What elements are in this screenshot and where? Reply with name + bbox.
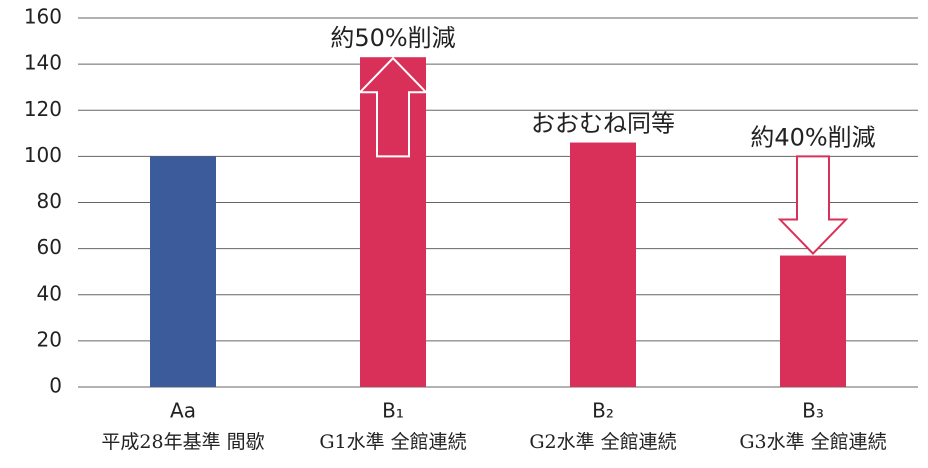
- x-tick-sublabel: G3水準 全館連続: [739, 431, 886, 453]
- annotation: 約40%削減: [750, 123, 875, 151]
- y-tick-label: 60: [37, 235, 62, 259]
- bar: [780, 255, 846, 387]
- y-tick-label: 40: [37, 281, 62, 305]
- x-tick-label: B₂: [592, 399, 614, 423]
- y-tick-label: 160: [24, 5, 62, 29]
- annotation: おおむね同等: [531, 110, 675, 138]
- arrow: [357, 56, 429, 158]
- y-tick-label: 100: [24, 143, 62, 167]
- x-tick-label: Aa: [170, 399, 196, 423]
- x-tick-label: B₃: [802, 399, 824, 423]
- x-tick-sublabel: G1水準 全館連続: [319, 431, 466, 453]
- bar: [150, 156, 216, 387]
- y-tick-label: 80: [37, 189, 62, 213]
- x-tick-sublabel: G2水準 全館連続: [529, 431, 676, 453]
- arrow: [777, 155, 849, 255]
- annotation: 約50%削減: [330, 24, 455, 52]
- y-tick-label: 20: [37, 327, 62, 351]
- bar: [570, 142, 636, 387]
- y-tick-label: 140: [24, 51, 62, 75]
- x-tick-sublabel: 平成28年基準 間歇: [101, 431, 264, 453]
- y-tick-label: 120: [24, 97, 62, 121]
- x-tick-label: B₁: [382, 399, 404, 423]
- y-tick-label: 0: [49, 374, 62, 398]
